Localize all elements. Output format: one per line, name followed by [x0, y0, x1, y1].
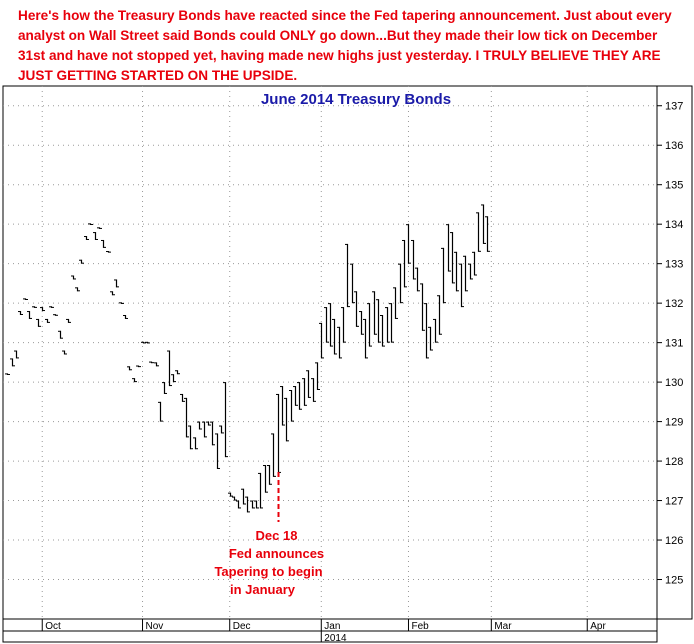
- plot-frame: [2, 85, 658, 620]
- y-axis-ticks: 125 126 127 128 129 130 131 132 133 134 135 136 137: [657, 101, 683, 587]
- annotation-text-3: in January: [230, 582, 296, 597]
- chart-title: June 2014 Treasury Bonds: [261, 91, 451, 108]
- x-tick-label-0: Oct: [45, 621, 61, 632]
- y-tick-label-127: 127: [665, 496, 683, 508]
- y-tick-label-131: 131: [665, 338, 683, 350]
- y-axis-panel: [656, 85, 693, 620]
- x-tick-label-4: Feb: [411, 621, 429, 632]
- y-tick-label-133: 133: [665, 259, 683, 271]
- y-tick-label-135: 135: [665, 180, 683, 192]
- y-tick-label-126: 126: [665, 535, 683, 547]
- y-tick-label-136: 136: [665, 140, 683, 152]
- x-tick-label-1: Nov: [146, 621, 164, 632]
- x-tick-label-6: Apr: [590, 621, 606, 632]
- x-axis-ticks: Oct Nov Dec Jan Feb Mar Apr 2014: [41, 619, 606, 644]
- y-tick-label-137: 137: [665, 101, 683, 113]
- x-tick-label-3: Jan: [324, 621, 340, 632]
- gridlines: [3, 86, 657, 619]
- y-tick-label-130: 130: [665, 377, 683, 389]
- annotation-text-2: Tapering to begin: [214, 564, 322, 579]
- price-bars: [5, 204, 490, 513]
- x-tick-label-5: Mar: [494, 621, 512, 632]
- annotation-text-0: Dec 18: [256, 528, 298, 543]
- commentary-text: Here's how the Treasury Bonds have react…: [18, 8, 672, 83]
- y-tick-label-134: 134: [665, 219, 683, 231]
- y-tick-label-129: 129: [665, 417, 683, 429]
- fed-annotation: Dec 18 Fed announces Tapering to begin in J…: [214, 471, 324, 597]
- y-tick-label-128: 128: [665, 456, 683, 468]
- x-year-label: 2014: [324, 633, 347, 644]
- x-tick-label-2: Dec: [233, 621, 251, 632]
- y-tick-label-125: 125: [665, 575, 683, 587]
- y-tick-label-132: 132: [665, 298, 683, 310]
- annotation-text-1: Fed announces: [229, 546, 324, 561]
